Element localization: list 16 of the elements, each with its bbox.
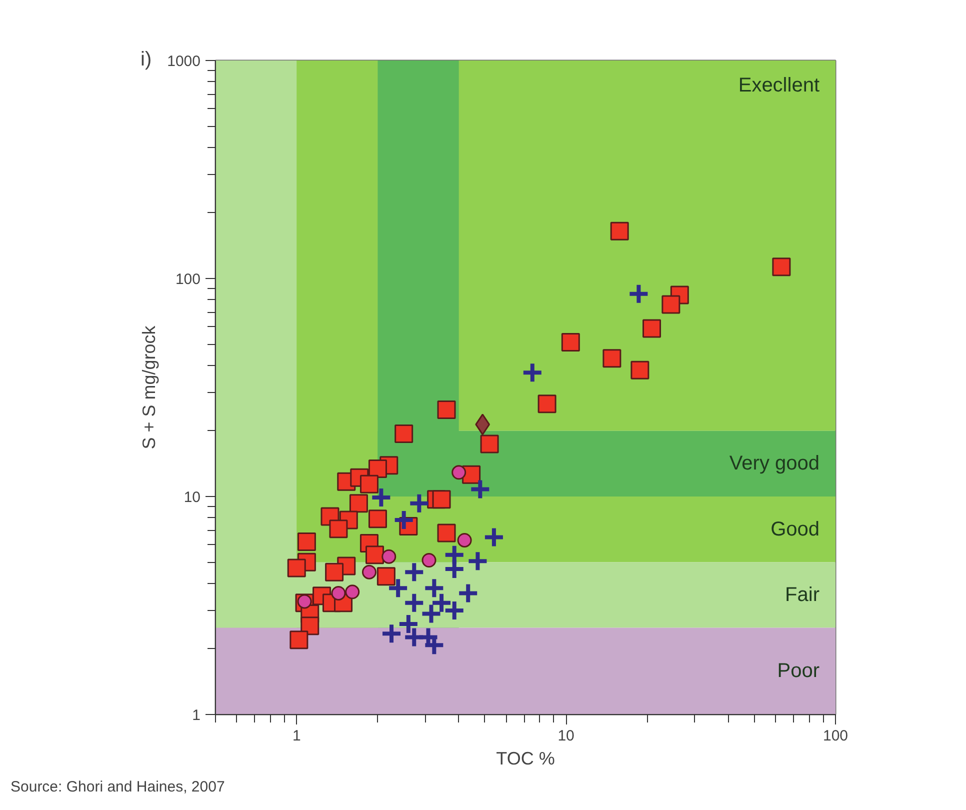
y-tick-label: 1 <box>192 707 200 724</box>
x-tick-label: 100 <box>822 728 848 744</box>
x-tick-label: 1 <box>292 728 301 744</box>
y-tick-label: 10 <box>184 489 201 506</box>
band-label: Execllent <box>738 74 820 96</box>
y-axis-title: S + S mg/grock <box>139 324 160 450</box>
source-note: Source: Ghori and Haines, 2007 <box>10 778 225 796</box>
y-tick-label: 1000 <box>167 53 201 70</box>
band-label: Fair <box>785 584 820 606</box>
chart-title: i) <box>140 48 152 70</box>
x-axis-title: TOC % <box>496 748 555 768</box>
x-tick-label: 10 <box>558 728 574 744</box>
band-label: Good <box>770 518 820 540</box>
y-tick-label: 100 <box>175 271 201 288</box>
band-label: Poor <box>777 660 820 682</box>
band-label: Very good <box>729 452 820 475</box>
